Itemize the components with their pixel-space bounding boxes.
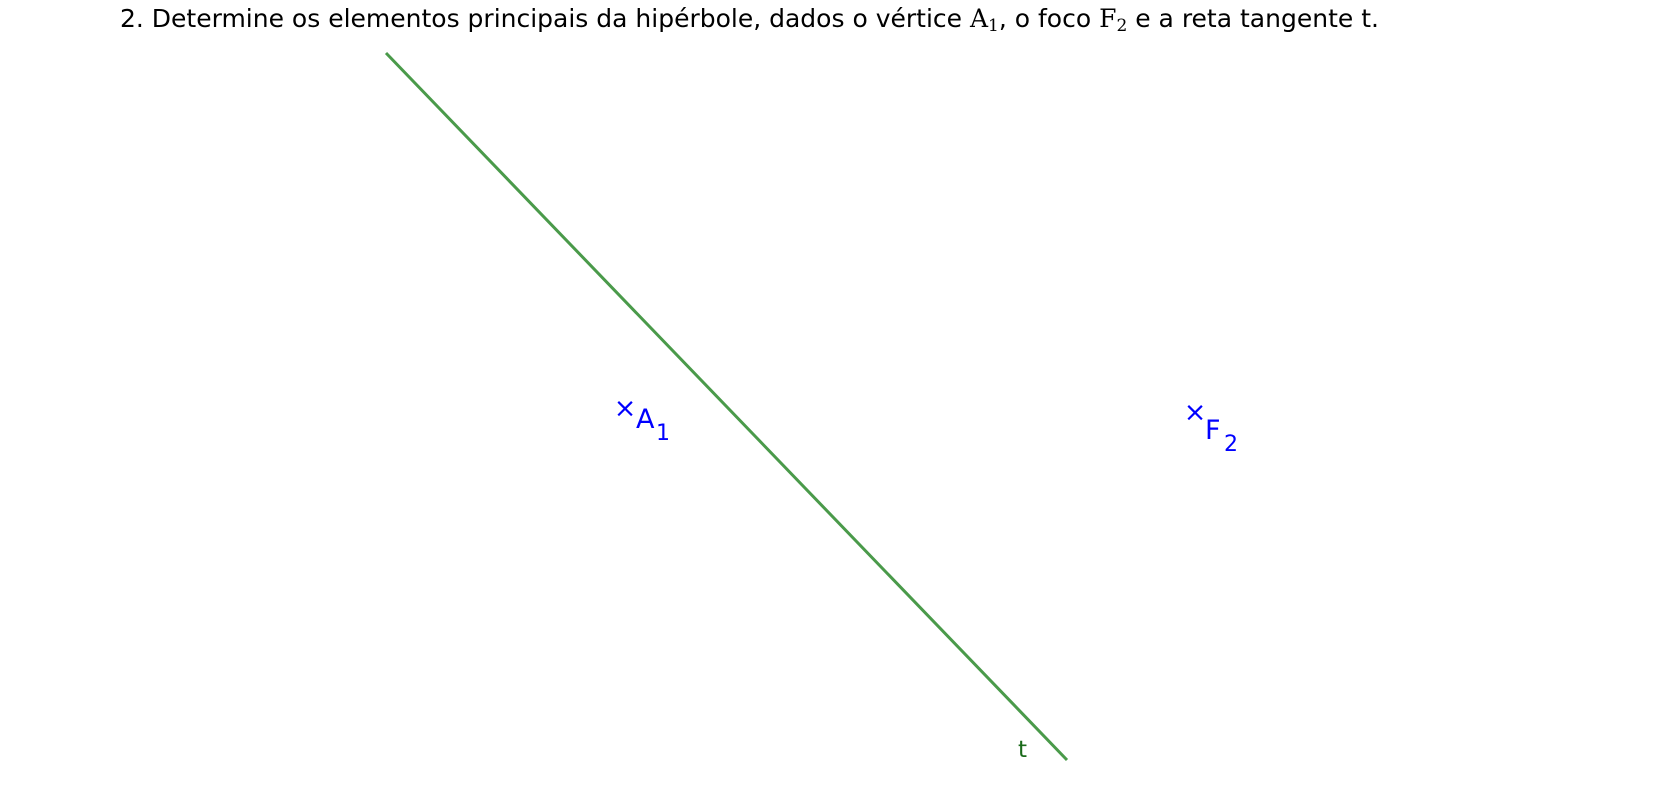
vertex-index: 1 bbox=[988, 16, 999, 36]
point-a1-index: 1 bbox=[656, 421, 670, 446]
statement-suffix: e a reta tangente t. bbox=[1127, 4, 1379, 33]
vertex-symbol: A1 bbox=[969, 4, 999, 36]
point-a1-letter: A bbox=[636, 404, 655, 435]
statement-prefix: 2. Determine os elementos principais da … bbox=[120, 4, 970, 33]
focus-index: 2 bbox=[1116, 16, 1128, 36]
point-f2-letter: F bbox=[1205, 415, 1221, 446]
focus-letter: F bbox=[1099, 4, 1117, 33]
tangent-line-t bbox=[384, 51, 1069, 762]
point-a1: × A 1 bbox=[614, 393, 670, 446]
point-a1-marker-icon: × bbox=[614, 393, 637, 424]
vertex-letter: A bbox=[969, 4, 989, 33]
problem-statement: 2. Determine os elementos principais da … bbox=[120, 0, 1650, 40]
statement-middle: , o foco bbox=[998, 4, 1100, 33]
focus-symbol: F2 bbox=[1099, 4, 1128, 36]
tangent-line-label: t bbox=[1018, 737, 1027, 763]
point-f2-marker-icon: × bbox=[1184, 397, 1207, 428]
point-f2-index: 2 bbox=[1224, 432, 1238, 457]
point-f2: × F 2 bbox=[1184, 397, 1238, 457]
